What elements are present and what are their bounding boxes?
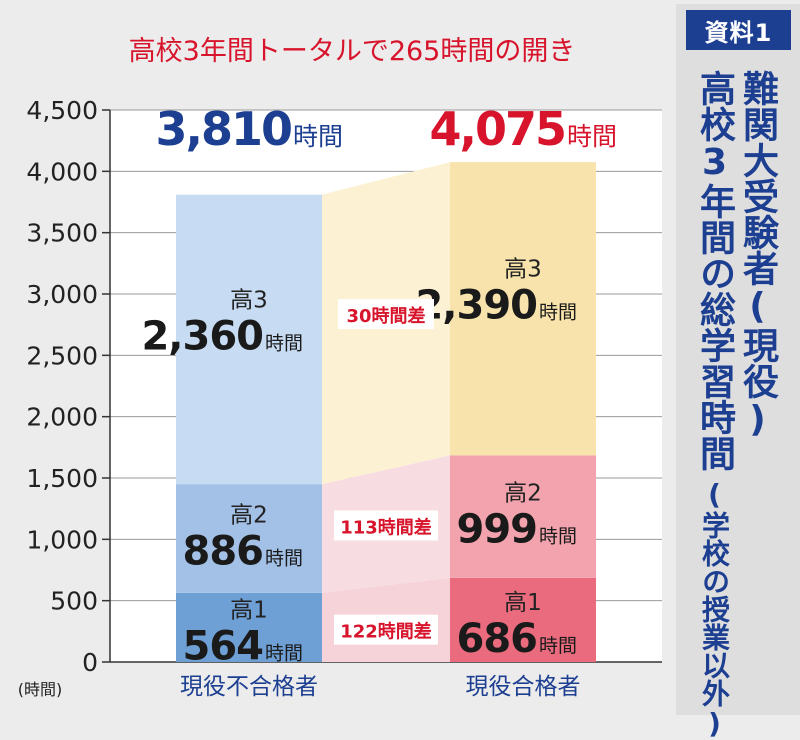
source-badge: 資料1 [686,10,791,50]
segment-unit: 時間 [539,635,577,657]
y-axis-label: (時間) [18,680,63,699]
chart-title: 高校3年間トータルで265時間の開き [129,36,576,67]
segment-name: 高1 [504,590,542,616]
segment-unit: 時間 [265,332,303,354]
bar-segment [176,194,322,485]
total-value: 3,810 [155,102,291,156]
y-tick-label: 1,000 [26,525,98,554]
difference-label: 113時間差 [340,517,432,539]
difference-label: 122時間差 [340,621,432,643]
y-tick-label: 0 [82,648,98,677]
segment-name: 高3 [230,287,268,313]
segment-value: 2,360 [141,313,263,359]
difference-box [334,510,438,541]
bar-segment [176,484,322,593]
segment-value: 564 [183,623,264,669]
vertical-title-line1: 難関大受験者(現役) [737,70,778,440]
segment-unit: 時間 [539,526,577,548]
y-tick-label: 2,500 [26,341,98,370]
bar-segment [450,577,596,662]
total-value: 4,075 [429,102,565,156]
vertical-title-line2: 高校3年間の総学習時間 [694,70,735,471]
category-label: 現役合格者 [466,674,581,700]
bar-segment [176,592,322,662]
side-panel [676,4,800,715]
chart: 0 500 1,000 1,500 2,000 2,500 3,000 3,500 4,000 4… [17,36,662,700]
segment-value: 999 [457,507,538,553]
difference-box [338,299,434,330]
total-unit: 時間 [293,122,343,151]
bar-segment [450,455,596,578]
bar-segment [450,162,596,456]
difference-label: 30時間差 [346,305,425,327]
segment-name: 高2 [504,481,542,507]
category-label: 現役不合格者 [180,674,318,700]
y-tick-label: 2,000 [26,403,98,432]
segment-value: 686 [457,616,538,662]
total-unit: 時間 [567,122,617,151]
segment-name: 高3 [504,257,542,283]
segment-value: 2,390 [415,283,537,329]
difference-box [334,614,438,645]
y-tick-label: 3,500 [26,219,98,248]
y-tick-label: 4,000 [26,157,98,186]
segment-name: 高1 [230,597,268,623]
vertical-title-note: (学校の授業以外) [698,478,731,740]
y-tick-label: 3,000 [26,280,98,309]
segment-unit: 時間 [265,547,303,569]
segment-value: 886 [183,528,264,574]
segment-unit: 時間 [539,302,577,324]
segment-name: 高2 [230,502,268,528]
y-tick-label: 500 [50,587,98,616]
y-tick-label: 4,500 [26,96,98,125]
y-tick-label: 1,500 [26,464,98,493]
segment-unit: 時間 [265,642,303,664]
